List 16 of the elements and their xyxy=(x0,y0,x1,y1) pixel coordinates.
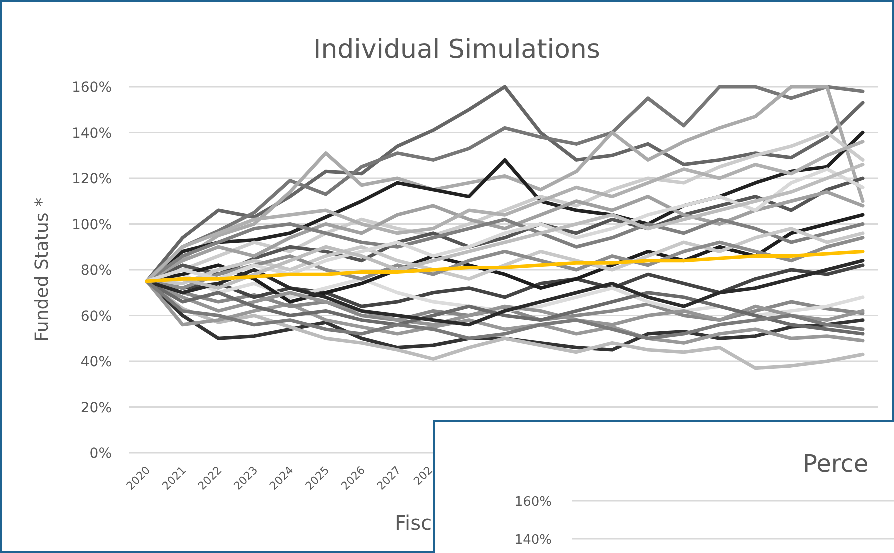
x-tick-label: 202 xyxy=(411,464,436,488)
y-axis-title: Funded Status * xyxy=(32,198,53,342)
y-tick-label: 40% xyxy=(80,354,112,370)
text: Perce xyxy=(803,450,869,478)
y-tick-label: 60% xyxy=(80,308,112,325)
text: 160% xyxy=(514,495,552,510)
y-tick-label: 0% xyxy=(90,446,112,462)
text: 140% xyxy=(514,533,552,548)
x-axis-title: Fisc xyxy=(395,511,432,535)
y-tick-label: 140% xyxy=(72,126,112,142)
chart-title: Individual Simulations xyxy=(314,35,600,65)
y-tick-label: 160% xyxy=(72,80,112,96)
y-tick-label: 100% xyxy=(72,217,112,234)
y-tick-label: 120% xyxy=(72,172,112,188)
y-tick-label: 80% xyxy=(80,263,112,279)
y-tick-label: 20% xyxy=(80,400,112,416)
